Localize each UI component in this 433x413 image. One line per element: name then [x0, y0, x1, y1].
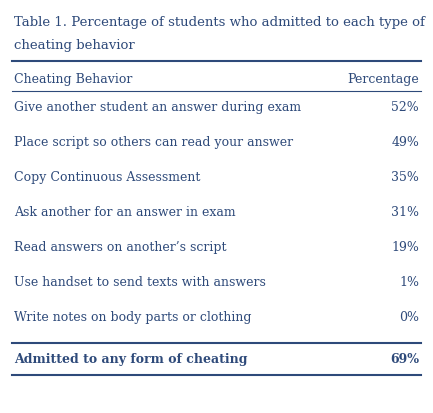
Text: Use handset to send texts with answers: Use handset to send texts with answers	[14, 276, 266, 289]
Text: Admitted to any form of cheating: Admitted to any form of cheating	[14, 353, 248, 366]
Text: Percentage: Percentage	[347, 73, 419, 86]
Text: 35%: 35%	[391, 171, 419, 184]
Text: 1%: 1%	[399, 276, 419, 289]
Text: Give another student an answer during exam: Give another student an answer during ex…	[14, 101, 301, 114]
Text: 0%: 0%	[399, 311, 419, 324]
Text: Place script so others can read your answer: Place script so others can read your ans…	[14, 136, 293, 149]
Text: Table 1. Percentage of students who admitted to each type of: Table 1. Percentage of students who admi…	[14, 16, 425, 29]
Text: Copy Continuous Assessment: Copy Continuous Assessment	[14, 171, 200, 184]
Text: 69%: 69%	[390, 353, 419, 366]
Text: 52%: 52%	[391, 101, 419, 114]
Text: Write notes on body parts or clothing: Write notes on body parts or clothing	[14, 311, 252, 324]
Text: Read answers on another’s script: Read answers on another’s script	[14, 241, 226, 254]
Text: cheating behavior: cheating behavior	[14, 39, 135, 52]
Text: 19%: 19%	[391, 241, 419, 254]
Text: 49%: 49%	[391, 136, 419, 149]
Text: Cheating Behavior: Cheating Behavior	[14, 73, 132, 86]
Text: Ask another for an answer in exam: Ask another for an answer in exam	[14, 206, 236, 219]
Text: 31%: 31%	[391, 206, 419, 219]
